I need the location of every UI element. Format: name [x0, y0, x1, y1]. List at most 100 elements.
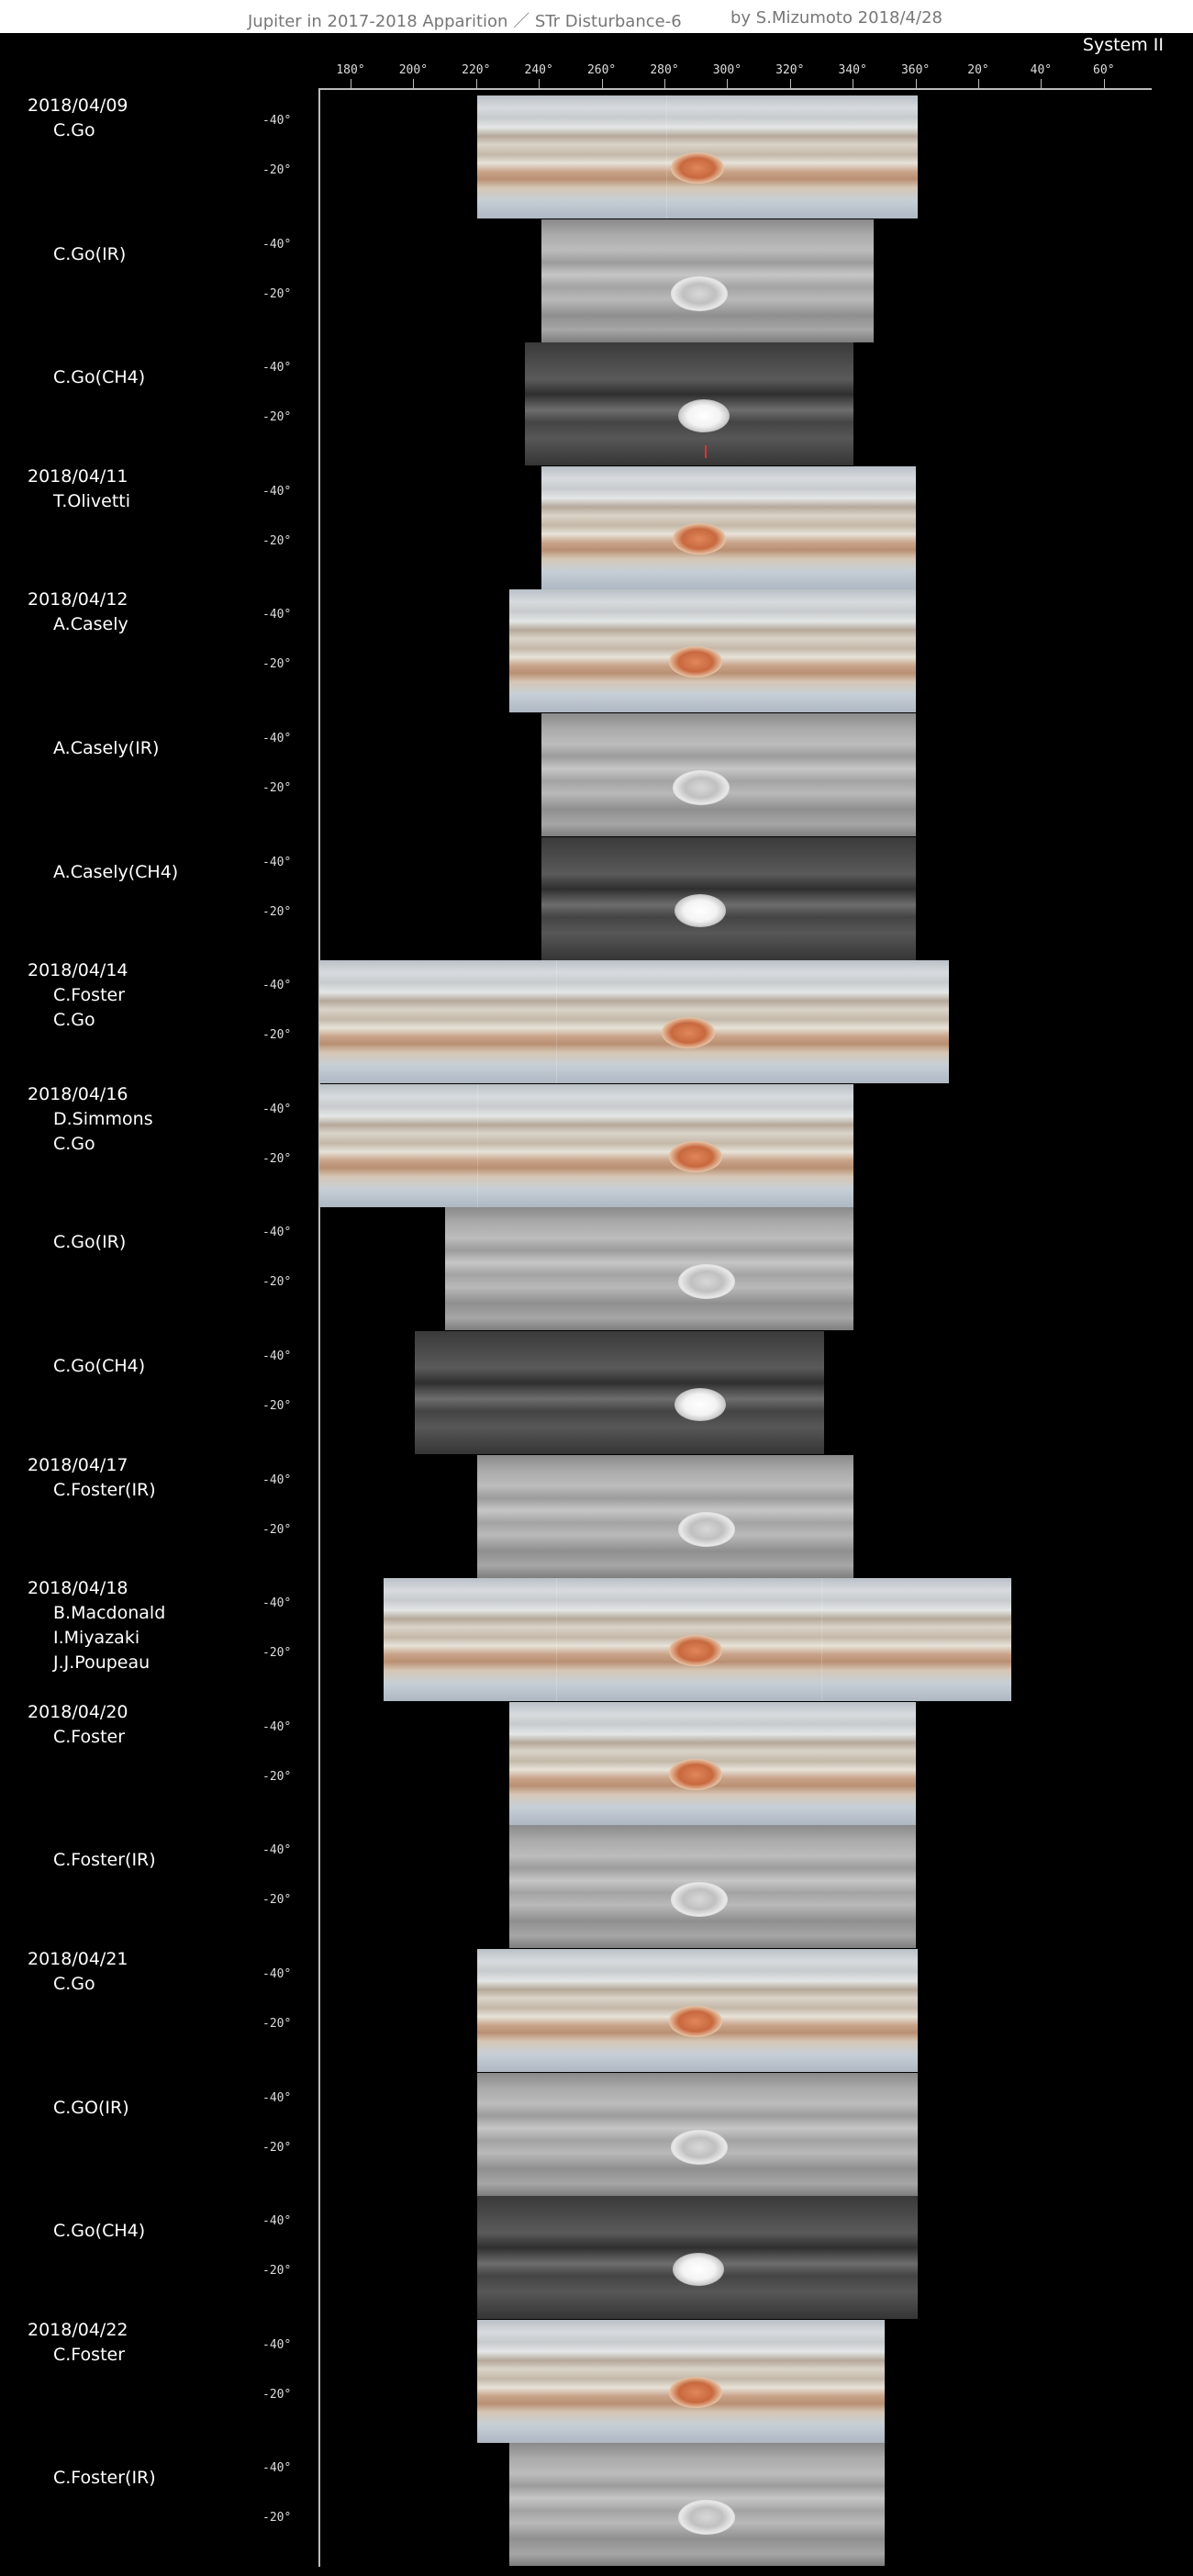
- longitude-tick: [978, 79, 979, 88]
- observer-name: A.Casely: [53, 614, 128, 635]
- observer-name: C.Foster(IR): [53, 2468, 156, 2489]
- latitude-label: -20°: [262, 1399, 292, 1413]
- jupiter-image-strip: [541, 218, 874, 342]
- latitude-label: -40°: [262, 608, 292, 622]
- longitude-tick-label: 20°: [967, 63, 989, 77]
- observation-date: 2018/04/14: [28, 960, 128, 981]
- latitude-axis: [318, 88, 320, 2567]
- latitude-label: -40°: [262, 855, 292, 869]
- observation-date: 2018/04/11: [28, 465, 128, 487]
- longitude-tick: [539, 79, 541, 88]
- latitude-label: -20°: [262, 2017, 292, 2031]
- great-red-spot: [671, 1882, 728, 1918]
- longitude-tick-label: 200°: [398, 63, 429, 77]
- longitude-tick-label: 60°: [1093, 63, 1115, 77]
- observer-name: C.GO(IR): [53, 2097, 129, 2118]
- latitude-label: -40°: [262, 1226, 292, 1240]
- latitude-label: -20°: [262, 2511, 292, 2526]
- great-red-spot: [669, 1758, 722, 1790]
- observer-name: J.J.Poupeau: [53, 1652, 151, 1674]
- observation-date: 2018/04/21: [28, 1949, 128, 1969]
- longitude-tick-label: 340°: [838, 63, 867, 77]
- feature-marker: [705, 445, 707, 459]
- jupiter-image-strip: [319, 1083, 853, 1207]
- page-title: Jupiter in 2017-2018 Apparition ／ STr Di…: [248, 12, 682, 31]
- author-credit: by S.Mizumoto 2018/4/28: [730, 8, 942, 28]
- mosaic-seam: [556, 1578, 557, 1702]
- longitude-tick-label: 180°: [336, 63, 365, 77]
- longitude-tick: [413, 79, 415, 88]
- jupiter-image-strip: [477, 1949, 918, 2072]
- great-red-spot: [673, 770, 730, 805]
- latitude-label: -20°: [262, 781, 292, 795]
- observer-name: C.Go(CH4): [53, 367, 146, 388]
- latitude-label: -40°: [262, 1350, 292, 1363]
- jupiter-image-strip: [319, 960, 949, 1084]
- observation-date: 2018/04/16: [28, 1083, 128, 1104]
- great-red-spot: [669, 2376, 722, 2408]
- latitude-label: -20°: [262, 1769, 292, 1784]
- jupiter-image-strip: [477, 1454, 853, 1578]
- latitude-label: -40°: [262, 979, 292, 993]
- observer-name: B.Macdonald: [53, 1603, 166, 1624]
- latitude-label: -40°: [262, 1843, 292, 1858]
- observation-date: 2018/04/09: [28, 95, 128, 116]
- latitude-label: -40°: [262, 1473, 292, 1487]
- longitude-tick: [789, 79, 791, 88]
- observer-name: C.Go: [53, 1133, 95, 1154]
- jupiter-image-strip: [541, 713, 916, 836]
- longitude-tick-label: 320°: [775, 63, 805, 77]
- latitude-label: -20°: [262, 1028, 292, 1043]
- great-red-spot: [678, 1264, 735, 1300]
- latitude-label: -40°: [262, 2461, 292, 2476]
- latitude-label: -40°: [262, 361, 292, 375]
- longitude-axis: [318, 88, 1152, 90]
- longitude-tick-label: 260°: [586, 63, 617, 77]
- longitude-tick-label: 220°: [462, 63, 491, 77]
- great-red-spot: [671, 2129, 728, 2165]
- great-red-spot: [678, 1511, 735, 1547]
- jupiter-image-strip: [477, 2196, 918, 2320]
- latitude-label: -40°: [262, 1596, 292, 1611]
- longitude-tick: [1041, 79, 1042, 88]
- observer-name: C.Go: [53, 1010, 95, 1031]
- observer-name: C.Go: [53, 1974, 95, 1994]
- latitude-label: -20°: [262, 533, 292, 548]
- observer-name: C.Go(IR): [53, 243, 127, 264]
- observer-name: C.Foster: [53, 985, 126, 1006]
- jupiter-image-strip: [415, 1331, 824, 1454]
- latitude-label: -40°: [262, 484, 292, 498]
- great-red-spot: [673, 522, 726, 554]
- latitude-label: -20°: [262, 657, 292, 672]
- great-red-spot: [671, 152, 724, 184]
- longitude-tick: [727, 79, 729, 88]
- jupiter-image-strip: [509, 589, 916, 713]
- latitude-label: -20°: [262, 1275, 292, 1290]
- latitude-label: -20°: [262, 1893, 292, 1908]
- system-label: System II: [1082, 35, 1164, 55]
- jupiter-image-strip: [509, 1825, 916, 1949]
- longitude-tick: [1103, 79, 1105, 88]
- jupiter-image-strip: [541, 465, 916, 589]
- latitude-label: -40°: [262, 732, 292, 745]
- jupiter-image-strip: [477, 2072, 918, 2196]
- latitude-label: -40°: [262, 1967, 292, 1981]
- longitude-tick: [664, 79, 665, 88]
- observation-date: 2018/04/18: [28, 1578, 128, 1599]
- observation-date: 2018/04/22: [28, 2319, 128, 2340]
- jupiter-image-strip: [509, 2443, 885, 2567]
- latitude-label: -20°: [262, 1151, 292, 1166]
- great-red-spot: [669, 1635, 722, 1667]
- latitude-label: -20°: [262, 2140, 292, 2155]
- great-red-spot: [675, 1388, 726, 1421]
- observer-name: D.Simmons: [53, 1108, 153, 1129]
- longitude-tick-label: 280°: [650, 63, 679, 77]
- longitude-tick: [915, 79, 917, 88]
- observer-name: C.Go(CH4): [53, 1356, 146, 1376]
- latitude-label: -40°: [262, 2214, 292, 2229]
- observer-name: A.Casely(CH4): [53, 861, 179, 882]
- latitude-label: -20°: [262, 1522, 292, 1537]
- latitude-label: -20°: [262, 2264, 292, 2279]
- jupiter-image-strip: [525, 342, 853, 466]
- latitude-label: -40°: [262, 1719, 292, 1734]
